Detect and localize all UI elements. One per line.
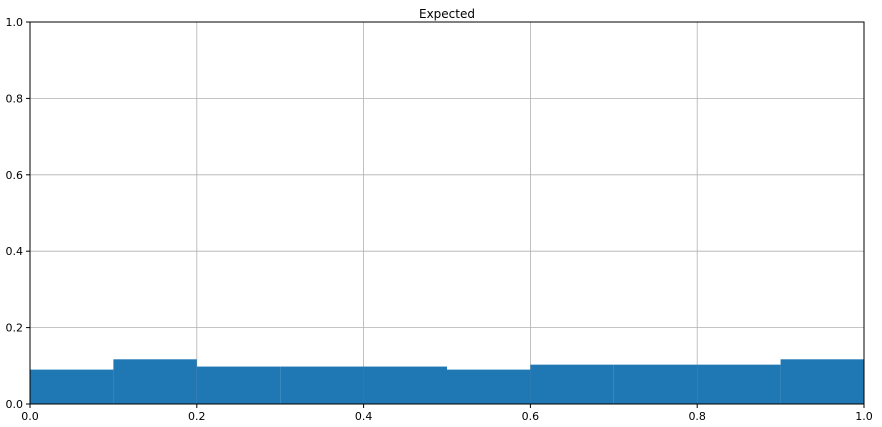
- histogram-bar-3: [280, 366, 364, 404]
- chart-title: Expected: [419, 7, 475, 21]
- histogram-bars: [30, 359, 864, 404]
- x-tick-label-2: 0.4: [355, 410, 373, 423]
- histogram-bar-6: [530, 364, 614, 404]
- x-tick-label-1: 0.2: [188, 410, 206, 423]
- y-tick-label-0: 0.0: [6, 398, 24, 411]
- histogram-bar-2: [196, 366, 281, 404]
- histogram-bar-8: [697, 364, 781, 404]
- x-tick-label-0: 0.0: [21, 410, 39, 423]
- histogram-bar-5: [447, 369, 531, 404]
- y-tick-label-2: 0.4: [6, 245, 24, 258]
- histogram-bar-1: [113, 359, 197, 404]
- histogram-bar-0: [30, 369, 114, 404]
- axis-ticks: [26, 21, 865, 408]
- axis-tick-labels: 0.0 0.2 0.4 0.6 0.8 1.0 0.0 0.2 0.4 0.6 0.8 1.0: [6, 16, 873, 423]
- histogram-bar-4: [363, 366, 447, 404]
- y-tick-label-5: 1.0: [6, 16, 24, 29]
- histogram-bar-9: [780, 359, 864, 404]
- x-tick-label-3: 0.6: [522, 410, 540, 423]
- histogram-bar-7: [613, 364, 698, 404]
- x-tick-label-5: 1.0: [855, 410, 873, 423]
- x-tick-label-4: 0.8: [688, 410, 706, 423]
- y-tick-label-4: 0.8: [6, 92, 24, 105]
- plot-frame: [29, 21, 865, 405]
- y-tick-label-1: 0.2: [6, 322, 24, 335]
- y-tick-label-3: 0.6: [6, 169, 24, 182]
